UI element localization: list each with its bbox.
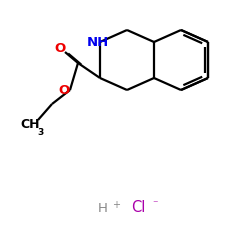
Text: +: + (112, 200, 120, 210)
Text: Cl: Cl (131, 200, 145, 216)
Text: O: O (54, 42, 66, 56)
Text: H: H (98, 202, 108, 214)
Text: NH: NH (87, 36, 109, 49)
Text: CH: CH (20, 118, 40, 130)
Text: O: O (58, 84, 70, 96)
Text: 3: 3 (37, 128, 43, 137)
Text: ⁻: ⁻ (152, 199, 158, 209)
